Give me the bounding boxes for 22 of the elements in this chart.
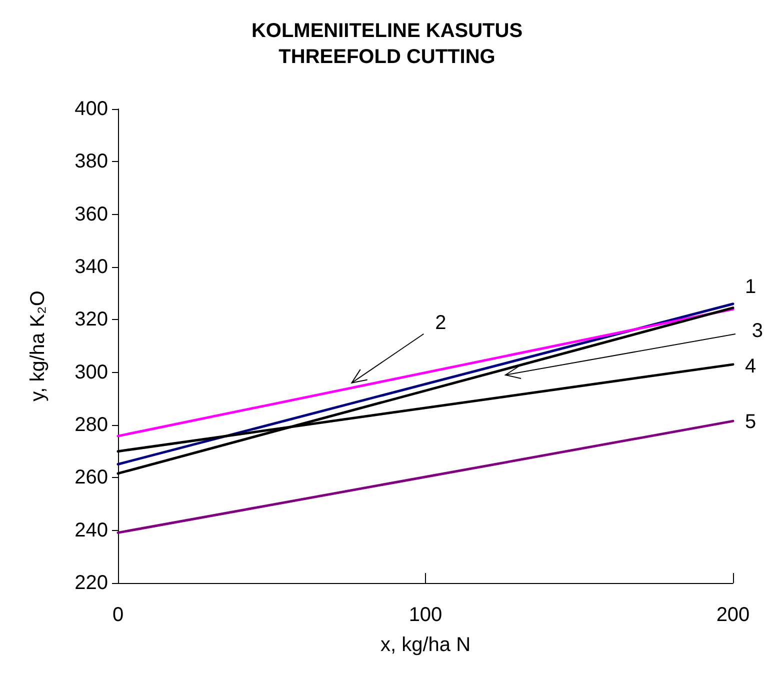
y-axis-title: y, kg/ha K₂O [27,290,49,402]
x-axis-title: x, kg/ha N [380,634,471,656]
chart-title: KOLMENIITELINE KASUTUS [251,20,523,42]
y-tick-label: 320 [74,308,108,331]
y-tick-label: 400 [74,98,108,120]
chart-subtitle: THREEFOLD CUTTING [278,46,496,68]
x-tick-label: 0 [112,604,124,626]
y-tick-label: 300 [74,361,108,384]
y-tick-label: 340 [74,256,108,278]
y-tick-label: 280 [74,414,108,436]
x-tick-label: 200 [716,604,750,626]
annotation: 3 [752,320,764,342]
annotation: 4 [745,355,756,378]
annotation: 5 [745,411,756,434]
y-tick-label: 260 [74,466,108,489]
annotation: 1 [745,276,756,298]
x-tick-label: 100 [408,604,442,626]
y-tick-label: 360 [74,203,108,226]
y-tick-label: 380 [74,150,108,173]
y-tick-label: 240 [74,519,108,542]
y-tick-label: 220 [74,572,108,594]
annotation: 2 [435,312,446,334]
